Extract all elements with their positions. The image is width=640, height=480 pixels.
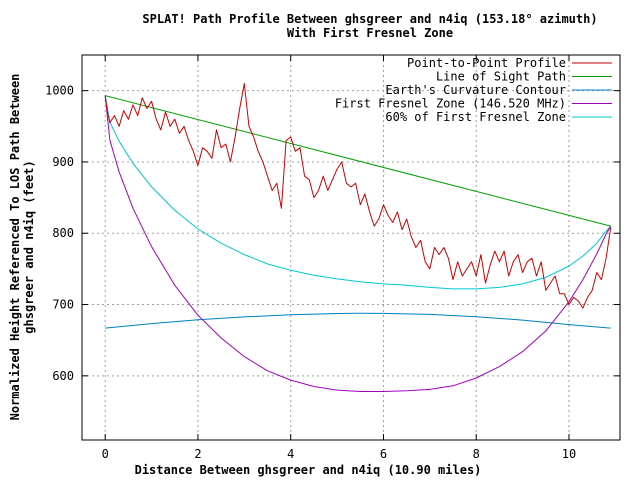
axis-ticks: 0 2 4 6 8 10 600 700 800 900 1000 [45,55,620,461]
y-tick-label: 600 [52,369,74,383]
x-tick-label: 0 [102,447,109,461]
legend-label: First Fresnel Zone (146.520 MHz) [335,97,566,111]
x-tick-label: 8 [473,447,480,461]
y-axis-label-line-1: Normalized Height Referenced To LOS Path… [8,74,22,421]
legend-label: Line of Sight Path [436,70,566,84]
series-line-first-fresnel-zone-146-520-mhz [104,95,612,392]
series-layer [104,83,612,392]
y-axis-label: Normalized Height Referenced To LOS Path… [8,74,36,421]
legend-label: Earth's Curvature Contour [385,83,566,97]
plot-frame [81,54,621,441]
y-tick-label: 1000 [45,84,74,98]
y-tick-label: 800 [52,226,74,240]
x-tick-label: 2 [194,447,201,461]
y-axis-label-line-2: ghsgreer and n4iq (feet) [22,160,36,333]
x-tick-label: 6 [380,447,387,461]
x-tick-label: 4 [287,447,294,461]
chart-title: SPLAT! Path Profile Between ghsgreer and… [142,12,597,40]
series-line-line-of-sight-path [105,95,611,227]
y-tick-label: 900 [52,155,74,169]
x-axis-label: Distance Between ghsgreer and n4iq (10.9… [135,463,482,477]
grid-lines [82,55,620,440]
chart-title-line-2: With First Fresnel Zone [287,26,453,40]
x-tick-label: 10 [562,447,576,461]
legend-label: 60% of First Fresnel Zone [385,110,566,124]
chart-title-line-1: SPLAT! Path Profile Between ghsgreer and… [142,12,597,26]
series-line-60-of-first-fresnel-zone [104,95,612,290]
series-line-earth-s-curvature-contour [105,312,611,329]
legend-label: Point-to-Point Profile [407,56,566,70]
series-line-point-to-point-profile [104,83,612,309]
y-tick-label: 700 [52,298,74,312]
